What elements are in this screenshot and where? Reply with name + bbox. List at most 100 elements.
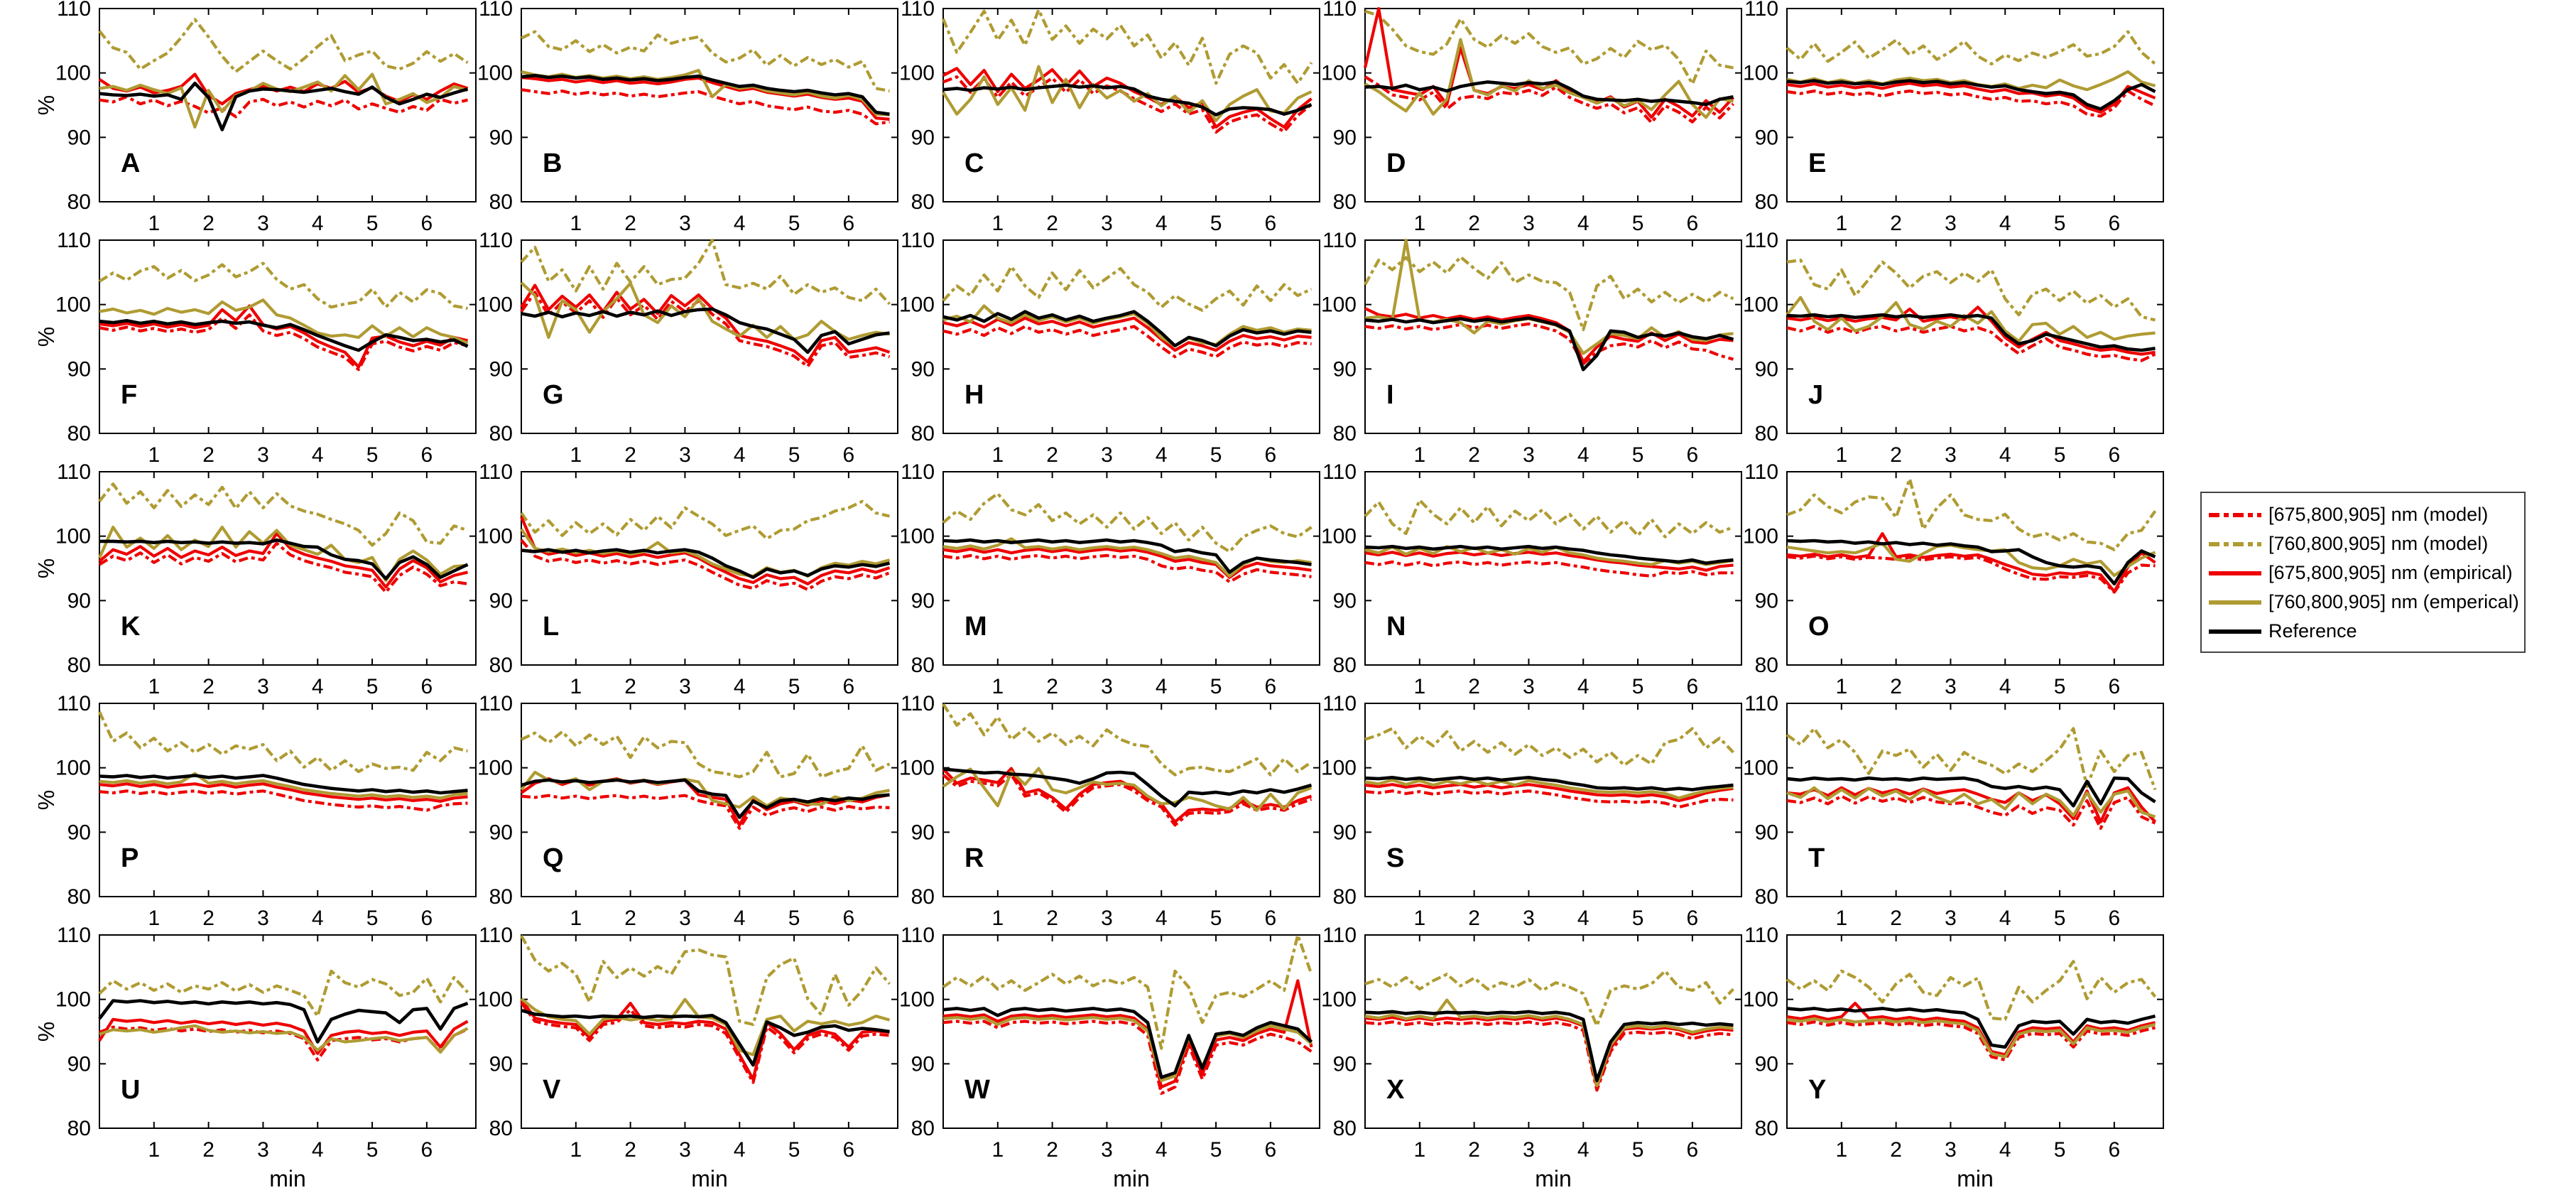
subplot-U: 1 2 3 4 5 6 80 90 100 110% min U xyxy=(38,925,477,1189)
x-tick-label: 5 xyxy=(2054,907,2066,930)
x-tick-label: 4 xyxy=(734,443,746,467)
subplot-Y: 1 2 3 4 5 6 80 90 100 110 min Y xyxy=(1743,925,2164,1189)
x-tick-label: 3 xyxy=(679,675,691,698)
y-tick-label: 110 xyxy=(479,0,513,21)
subplot-letter: N xyxy=(1386,612,1406,642)
series-line-e760 xyxy=(942,1016,1313,1082)
subplot-letter: O xyxy=(1808,612,1830,642)
x-tick-label: 5 xyxy=(1210,443,1222,467)
subplot-letter: S xyxy=(1386,843,1404,873)
y-tick-label: 90 xyxy=(1333,126,1357,149)
subplot-T: 1 2 3 4 5 6 80 90 100 110 T xyxy=(1743,693,2164,930)
subplot-E: 1 2 3 4 5 6 80 90 100 110 E xyxy=(1743,0,2164,235)
legend: [675,800,905] nm (model) [760,800,905] n… xyxy=(2200,492,2526,653)
y-tick-label: 110 xyxy=(57,230,91,252)
x-tick-label: 6 xyxy=(1687,907,1699,930)
series-line-ref xyxy=(1364,80,1734,107)
y-tick-label: 90 xyxy=(489,357,513,381)
series-line-m675 xyxy=(521,794,890,830)
x-tick-label: 1 xyxy=(570,212,582,235)
subplot-N: 1 2 3 4 5 6 80 90 100 110 N xyxy=(1321,462,1742,698)
y-tick-label: 110 xyxy=(901,462,935,484)
x-tick-label: 6 xyxy=(1265,675,1277,698)
x-tick-label: 4 xyxy=(734,675,746,698)
x-tick-label: 2 xyxy=(202,443,214,467)
x-tick-label: 5 xyxy=(1210,1138,1222,1162)
series-line-e760 xyxy=(1364,239,1734,355)
y-tick-label: 80 xyxy=(1333,885,1357,909)
series-line-m675 xyxy=(99,789,468,812)
y-tick-label: 110 xyxy=(1322,0,1357,21)
y-axis-label: % xyxy=(38,1022,59,1042)
x-tick-label: 6 xyxy=(1265,443,1277,467)
x-tick-label: 2 xyxy=(624,443,636,467)
y-tick-label: 110 xyxy=(901,0,935,21)
x-tick-label: 4 xyxy=(1999,1138,2011,1162)
axes-box xyxy=(942,8,1320,202)
x-tick-label: 6 xyxy=(2109,212,2121,235)
subplot-letter: U xyxy=(121,1075,140,1105)
x-tick-label: 4 xyxy=(1156,443,1168,467)
subplot-Q: 1 2 3 4 5 6 80 90 100 110 Q xyxy=(477,693,898,930)
subplot-letter: X xyxy=(1386,1075,1405,1105)
axes-box xyxy=(521,471,898,666)
x-tick-label: 3 xyxy=(679,443,691,467)
y-tick-label: 80 xyxy=(1755,422,1778,445)
x-tick-label: 5 xyxy=(1210,675,1222,698)
y-tick-label: 100 xyxy=(1743,525,1778,548)
axes-box xyxy=(1786,471,2164,666)
x-tick-label: 1 xyxy=(1413,675,1425,698)
series-line-e675 xyxy=(1364,1016,1734,1089)
series-line-m760 xyxy=(1786,727,2157,791)
x-tick-label: 4 xyxy=(1577,212,1589,235)
subplot-H: 1 2 3 4 5 6 80 90 100 110 H xyxy=(899,230,1320,467)
y-tick-label: 80 xyxy=(489,1117,513,1140)
x-tick-label: 2 xyxy=(1890,1138,1902,1162)
x-tick-label: 2 xyxy=(624,212,636,235)
y-tick-label: 80 xyxy=(67,1117,91,1140)
axes-box xyxy=(521,8,898,202)
subplot-X: 1 2 3 4 5 6 80 90 100 110 min X xyxy=(1321,925,1742,1189)
x-tick-label: 2 xyxy=(1046,1138,1058,1162)
y-tick-label: 110 xyxy=(1322,230,1357,252)
x-tick-label: 3 xyxy=(1101,212,1113,235)
axes-box xyxy=(1786,239,2164,434)
subplot-W: 1 2 3 4 5 6 80 90 100 110 min W xyxy=(899,925,1320,1189)
x-tick-label: 6 xyxy=(421,907,433,930)
y-tick-label: 100 xyxy=(899,293,935,317)
x-tick-label: 6 xyxy=(1687,212,1699,235)
y-tick-label: 90 xyxy=(67,126,91,149)
series-line-ref xyxy=(521,74,890,116)
axes-box xyxy=(99,239,477,434)
y-tick-label: 100 xyxy=(1321,988,1357,1012)
x-tick-label: 3 xyxy=(1101,907,1113,930)
x-tick-label: 4 xyxy=(312,212,324,235)
y-tick-label: 100 xyxy=(899,757,935,780)
y-tick-label: 90 xyxy=(1333,821,1357,844)
series-line-e675 xyxy=(1364,7,1735,119)
series-line-e760 xyxy=(1786,541,2156,578)
series-line-e760 xyxy=(1364,38,1734,119)
x-tick-label: 1 xyxy=(148,443,160,467)
y-tick-label: 80 xyxy=(1755,190,1778,214)
series-line-ref xyxy=(1786,79,2156,111)
series-line-m675 xyxy=(942,773,1313,827)
x-tick-label: 3 xyxy=(257,675,269,698)
x-tick-label: 4 xyxy=(734,212,746,235)
x-tick-label: 4 xyxy=(1999,443,2011,467)
x-tick-label: 5 xyxy=(788,212,800,235)
series-line-ref xyxy=(1364,544,1734,565)
y-tick-label: 80 xyxy=(489,422,513,445)
subplot-C: 1 2 3 4 5 6 80 90 100 110 C xyxy=(899,0,1320,235)
subplot-V: 1 2 3 4 5 6 80 90 100 110 min V xyxy=(477,925,898,1189)
y-tick-label: 90 xyxy=(1755,1052,1778,1076)
x-tick-label: 4 xyxy=(1999,212,2011,235)
x-tick-label: 1 xyxy=(1835,675,1847,698)
x-tick-label: 5 xyxy=(1632,675,1644,698)
y-tick-label: 90 xyxy=(911,357,935,381)
x-tick-label: 2 xyxy=(1046,675,1058,698)
series-line-m760 xyxy=(942,8,1313,85)
y-axis-label: % xyxy=(38,790,59,810)
y-tick-label: 80 xyxy=(1755,654,1778,677)
series-line-m760 xyxy=(1364,498,1734,539)
